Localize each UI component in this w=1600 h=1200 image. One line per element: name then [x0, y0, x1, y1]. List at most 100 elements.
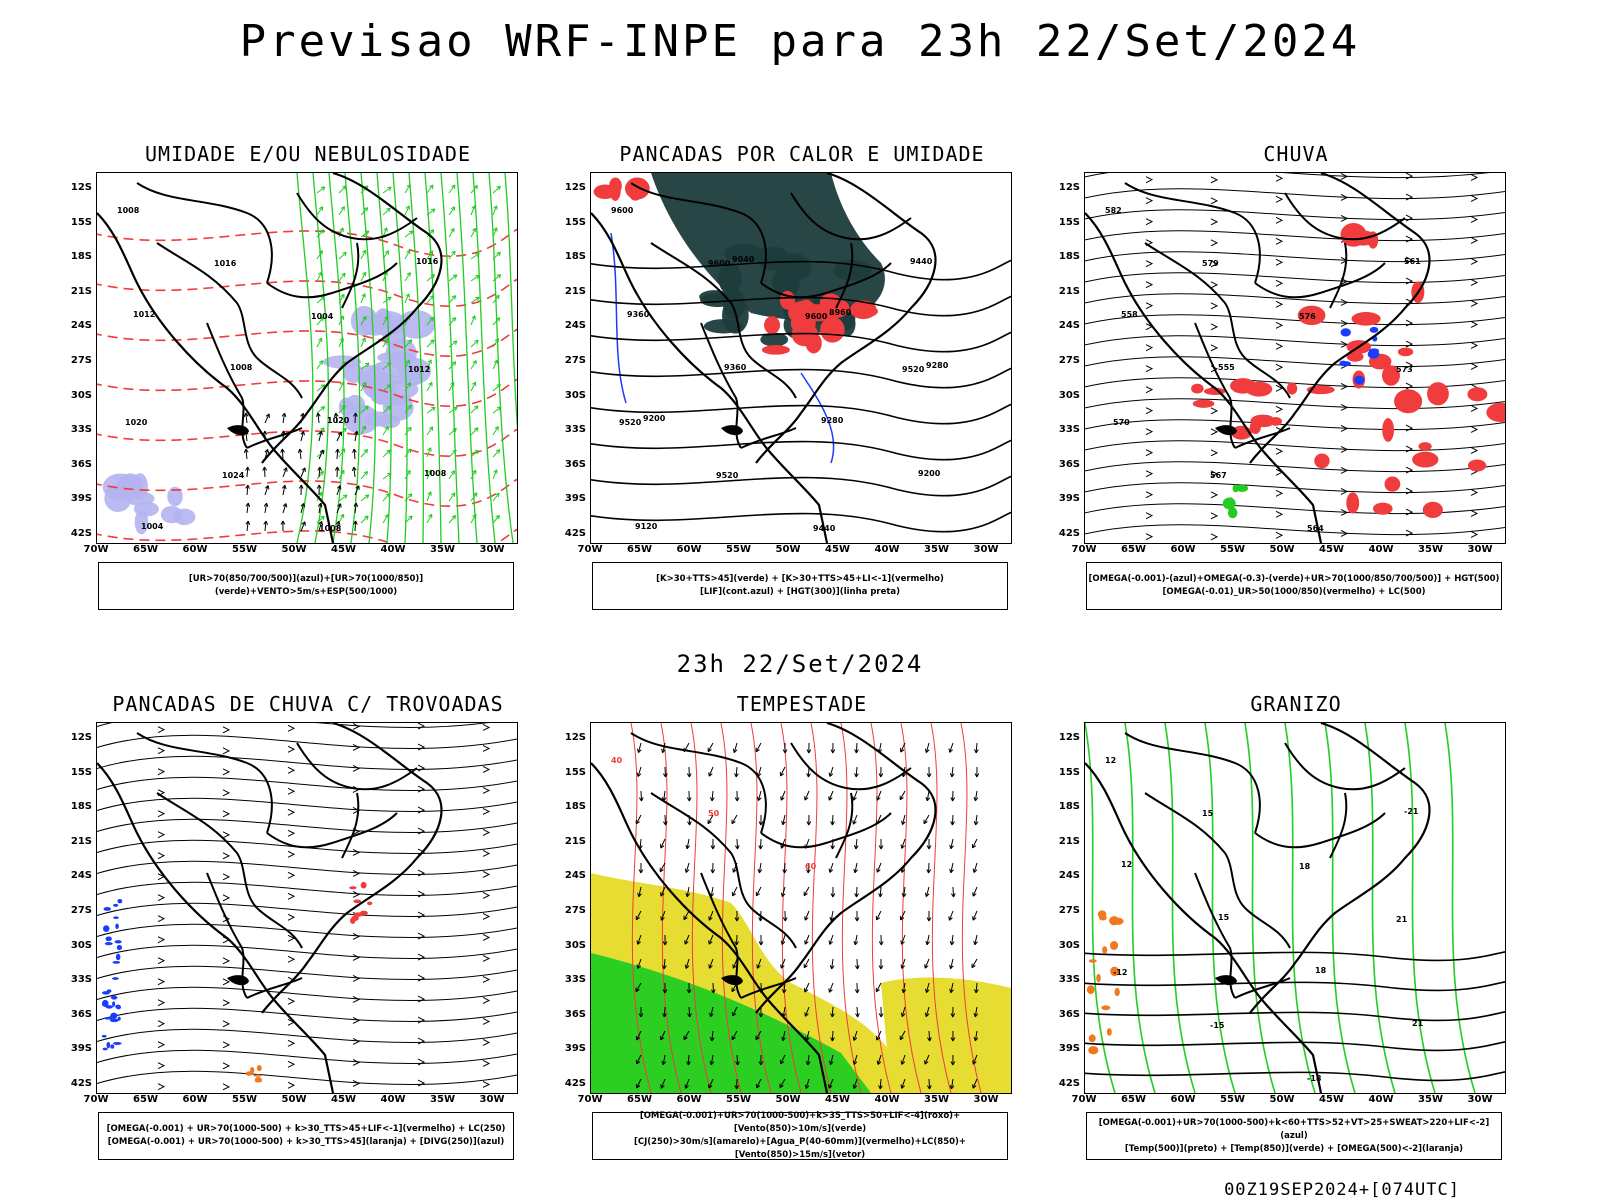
wind-vector-head — [340, 293, 345, 299]
streamline-arrow — [482, 933, 491, 941]
streamline-arrow — [1210, 260, 1219, 268]
map-frame — [96, 722, 518, 1094]
streamline-arrow — [352, 1059, 361, 1066]
wind-vector-head — [341, 404, 346, 410]
streamline-arrow — [1145, 428, 1154, 436]
lat-tick-label: 36S — [564, 458, 586, 470]
coastline — [261, 173, 443, 464]
lat-tick-label: 30S — [1058, 389, 1080, 401]
wind-vector-head — [828, 1084, 833, 1089]
lat-axis: 12S 15S 18S 21S 24S 27S 30S 33S 36S 39S 42S — [552, 722, 588, 1092]
wind-vector-head — [972, 892, 977, 897]
streamline-arrow — [1470, 341, 1479, 349]
lon-tick-label: 65W — [133, 1094, 158, 1105]
wind-vector-head — [686, 773, 692, 778]
wind-vector-head — [924, 748, 930, 753]
wind-vector-head — [339, 315, 344, 320]
wind-vector-head — [660, 1084, 665, 1089]
streamline-arrow — [352, 723, 361, 730]
wind-vector — [638, 886, 642, 897]
lat-tick-label: 24S — [70, 320, 92, 332]
wind-vector — [974, 1030, 978, 1041]
wind-vector-head — [685, 892, 691, 898]
wind-vector — [685, 958, 690, 969]
wind-vector-head — [320, 384, 326, 389]
lat-tick-label: 39S — [564, 493, 586, 505]
wind-vector — [732, 1006, 738, 1017]
lat-tick-label: 36S — [1058, 1008, 1080, 1020]
wind-vector — [338, 494, 348, 502]
wind-vector — [382, 384, 391, 392]
country-border — [1124, 182, 1261, 284]
contour-line — [97, 428, 517, 457]
streamline-arrow — [1275, 510, 1284, 518]
wind-vector-head — [804, 988, 809, 993]
country-border — [750, 907, 797, 949]
wind-vector-head — [337, 503, 342, 508]
lon-tick-label: 40W — [874, 1094, 900, 1105]
contour-line — [591, 439, 1011, 461]
streamline-arrow — [1470, 299, 1479, 307]
wind-vector-head — [709, 1037, 715, 1042]
wind-area — [591, 953, 871, 1093]
streamline — [1085, 173, 1490, 179]
wind-vector-head — [495, 294, 500, 300]
wind-vector — [382, 405, 391, 414]
wind-vector — [949, 742, 954, 753]
coastline — [1249, 723, 1431, 1014]
wind-vector — [900, 910, 906, 921]
wind-vector-head — [451, 250, 456, 256]
wind-vector-head — [734, 845, 740, 850]
wind-vector — [360, 230, 370, 238]
contour-line — [97, 528, 517, 543]
streamline-arrow — [1145, 365, 1154, 373]
wind-vector-head — [387, 472, 392, 477]
wind-vector-head — [950, 821, 955, 826]
wind-vector — [708, 958, 714, 969]
lat-tick-label: 21S — [1058, 285, 1080, 297]
wind-vector — [876, 1030, 882, 1041]
wind-vector-head — [710, 989, 716, 994]
streamline — [1085, 461, 1505, 473]
lon-tick-label: 70W — [577, 544, 603, 555]
wind-vector-head — [318, 360, 324, 365]
streamline-arrow — [1210, 533, 1219, 541]
streamline-arrow — [157, 768, 166, 776]
wind-vector-head — [779, 771, 785, 777]
wind-vector-head — [353, 502, 359, 507]
shaded-area — [105, 1005, 113, 1009]
streamline-arrow — [482, 849, 491, 857]
lat-tick-label: 15S — [564, 216, 586, 228]
country-border — [760, 262, 892, 299]
wind-vector-head — [899, 795, 904, 801]
wind-vector-head — [300, 503, 306, 508]
wind-vector — [470, 381, 477, 392]
wind-vector-head — [900, 748, 905, 753]
wind-vector — [782, 1006, 786, 1017]
streamline-arrow — [1405, 173, 1414, 180]
shaded-area — [1394, 389, 1423, 414]
lat-tick-label: 30S — [564, 939, 586, 951]
streamline-arrow — [1145, 491, 1154, 499]
streamline-arrow — [417, 911, 426, 919]
contour-label: 50 — [708, 809, 720, 818]
wind-vector — [404, 493, 413, 502]
wind-vector — [264, 413, 270, 424]
shaded-area — [117, 898, 123, 904]
streamline-arrow — [1145, 470, 1154, 478]
wind-vector — [382, 296, 392, 304]
wind-vector — [382, 338, 389, 348]
contour-line — [720, 723, 742, 1093]
contour-label: 1012 — [133, 310, 155, 319]
map-frame: 9600 9600 9600 9520 9520 9520 9440 9440 9360 9360… — [590, 172, 1012, 544]
lon-tick-label: 55W — [232, 1094, 257, 1105]
lon-tick-label: 45W — [1319, 544, 1344, 555]
wind-vector-head — [364, 405, 369, 411]
streamline-arrow — [1145, 386, 1154, 394]
streamline — [97, 902, 517, 917]
wind-vector-head — [384, 426, 389, 431]
wind-vector-head — [451, 317, 457, 322]
panel-caption: [OMEGA(-0.001)+UR>70(1000-500)+k<60+TTS>… — [1086, 1112, 1502, 1160]
wind-vector-head — [429, 229, 435, 234]
country-border — [256, 357, 303, 399]
